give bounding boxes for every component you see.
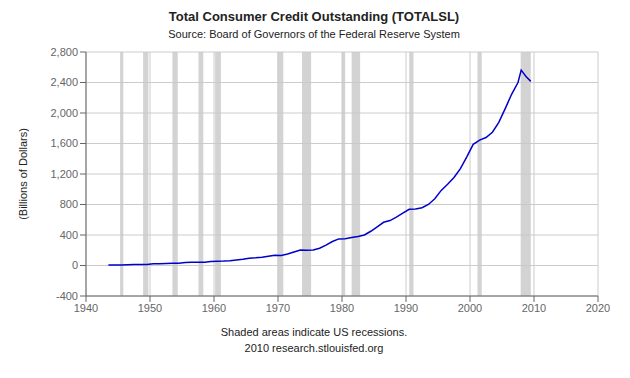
svg-text:2000: 2000 [458, 302, 482, 314]
html-text:Total Consumer Credit Outstand: Total Consumer Credit Outstanding (TOTAL… [168, 9, 460, 24]
svg-text:1,200: 1,200 [50, 168, 78, 180]
html-text:Source: Board of Governors of: Source: Board of Governors of the Federa… [168, 28, 460, 40]
svg-text:1940: 1940 [74, 302, 98, 314]
svg-text:0: 0 [72, 259, 78, 271]
svg-text:1970: 1970 [266, 302, 290, 314]
svg-text:400: 400 [60, 229, 78, 241]
svg-text:800: 800 [60, 198, 78, 210]
svg-text:2020: 2020 [586, 302, 610, 314]
svg-text:2,000: 2,000 [50, 107, 78, 119]
svg-text:2,400: 2,400 [50, 76, 78, 88]
svg-text:1,600: 1,600 [50, 137, 78, 149]
svg-text:1980: 1980 [330, 302, 354, 314]
html-text:Shaded areas indicate US reces: Shaded areas indicate US recessions. [220, 326, 408, 338]
svg-text:(Billions of Dollars): (Billions of Dollars) [17, 128, 29, 220]
svg-text:2010: 2010 [522, 302, 546, 314]
svg-text:1990: 1990 [394, 302, 418, 314]
svg-text:1960: 1960 [202, 302, 226, 314]
svg-text:1950: 1950 [138, 302, 162, 314]
svg-text:-400: -400 [56, 290, 78, 302]
svg-text:2,800: 2,800 [50, 46, 78, 58]
html-text:2010 research.stlouisfed.org: 2010 research.stlouisfed.org [244, 342, 384, 354]
